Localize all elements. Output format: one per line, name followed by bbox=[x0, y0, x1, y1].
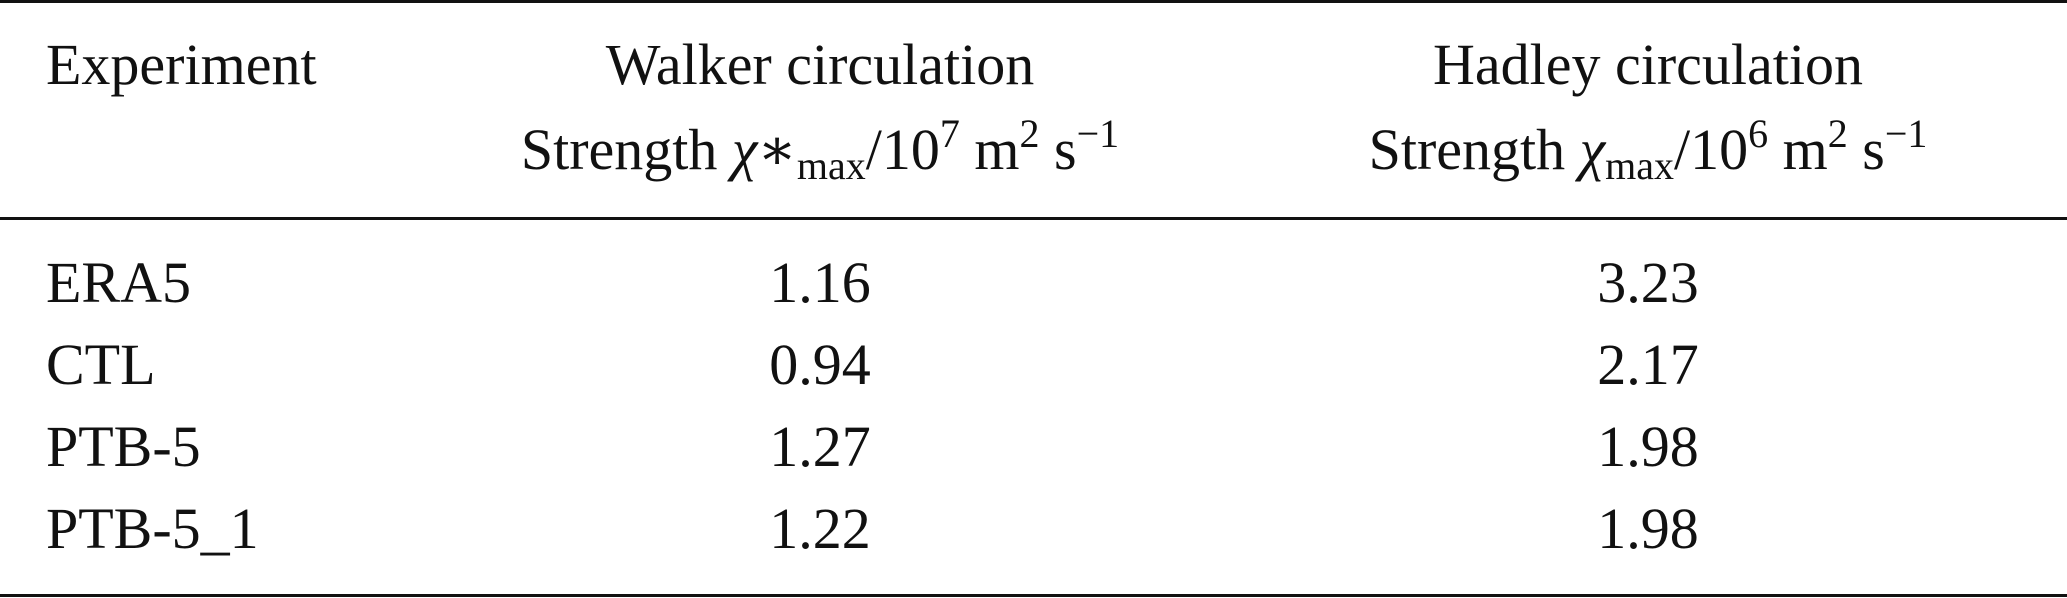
walker-strength-prefix: Strength bbox=[520, 117, 732, 182]
row-hadley-value: 3.23 bbox=[1597, 250, 1699, 315]
row-walker-value: 1.27 bbox=[769, 414, 871, 479]
hadley-unit-m: m bbox=[1768, 117, 1828, 182]
walker-unit-m-exp: 2 bbox=[1019, 111, 1040, 156]
row-experiment: ERA5 bbox=[46, 250, 191, 315]
walker-unit-s: s bbox=[1039, 117, 1077, 182]
header-experiment: Experiment bbox=[46, 32, 317, 97]
row-hadley-value: 1.98 bbox=[1597, 414, 1699, 479]
row-walker-value: 1.16 bbox=[769, 250, 871, 315]
walker-unit-base: /10 bbox=[865, 117, 940, 182]
row-walker-value: 0.94 bbox=[769, 332, 871, 397]
row-experiment: PTB-5 bbox=[46, 414, 201, 479]
hadley-unit-base: /10 bbox=[1674, 117, 1749, 182]
header-walker-title: Walker circulation bbox=[605, 32, 1035, 97]
hadley-symbol: χ bbox=[1579, 117, 1606, 182]
row-hadley-value: 1.98 bbox=[1597, 496, 1699, 561]
hadley-unit-s-exp: −1 bbox=[1884, 111, 1928, 156]
row-experiment: CTL bbox=[46, 332, 156, 397]
walker-unit-m: m bbox=[959, 117, 1020, 182]
header-rule bbox=[0, 217, 2067, 220]
walker-unit-s-exp: −1 bbox=[1076, 111, 1120, 156]
header-walker-strength: Strength χ∗max/107 m2 s−1 bbox=[420, 114, 1220, 186]
row-experiment: PTB-5_1 bbox=[46, 496, 259, 561]
row-hadley-value: 2.17 bbox=[1597, 332, 1699, 397]
walker-unit-exp: 7 bbox=[939, 111, 960, 156]
walker-symbol-sub: max bbox=[796, 143, 866, 188]
bottom-rule bbox=[0, 594, 2067, 597]
hadley-unit-m-exp: 2 bbox=[1827, 111, 1848, 156]
top-rule bbox=[0, 0, 2067, 3]
hadley-unit-s: s bbox=[1847, 117, 1885, 182]
header-hadley-strength: Strength χmax/106 m2 s−1 bbox=[1248, 114, 2048, 186]
walker-symbol: χ∗ bbox=[731, 117, 797, 182]
hadley-unit-exp: 6 bbox=[1748, 111, 1769, 156]
header-hadley-title: Hadley circulation bbox=[1433, 32, 1863, 97]
row-walker-value: 1.22 bbox=[769, 496, 871, 561]
hadley-strength-prefix: Strength bbox=[1368, 117, 1580, 182]
hadley-symbol-sub: max bbox=[1605, 143, 1675, 188]
